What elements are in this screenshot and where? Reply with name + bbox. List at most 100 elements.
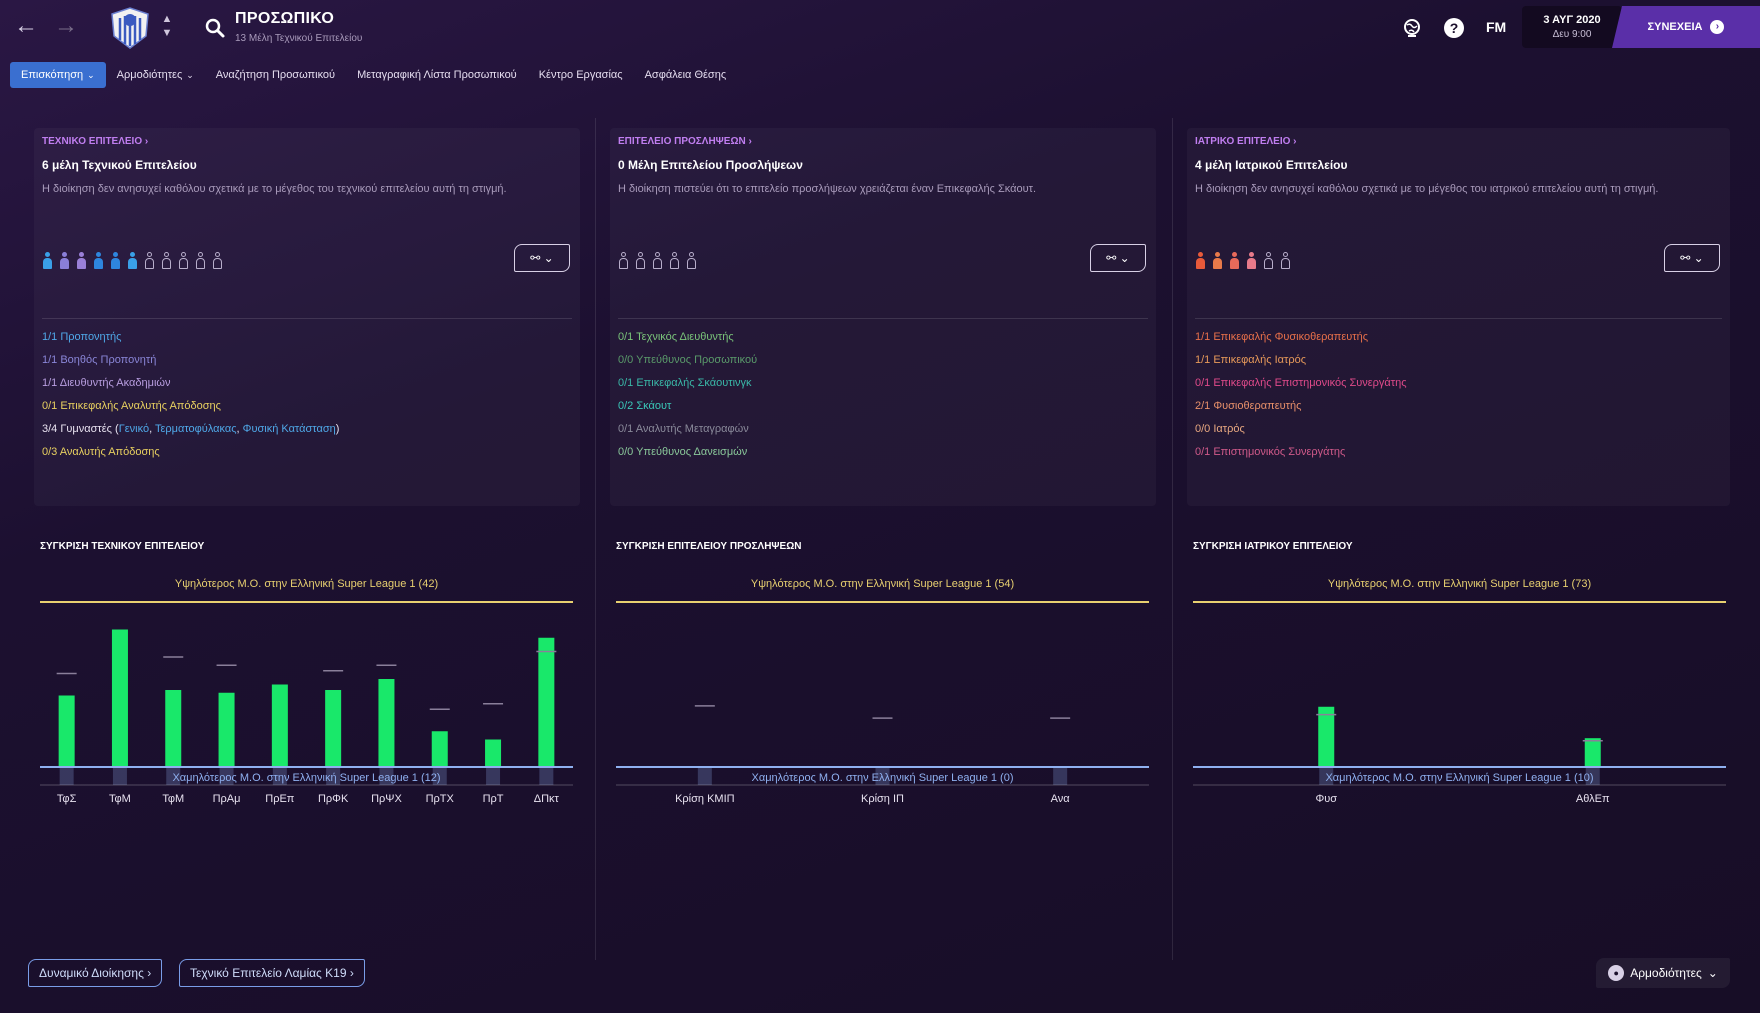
staff-member-icon [1229, 252, 1240, 270]
staff-member-icon [1246, 252, 1257, 270]
role-item[interactable]: 0/1 Επιστημονικός Συνεργάτης [1195, 446, 1346, 458]
panel-description: Η διοίκηση πιστεύει ότι το επιτελείο προ… [618, 183, 1036, 195]
time-text: Δευ 9:00 [1552, 29, 1592, 40]
role-item[interactable]: 0/3 Αναλυτής Απόδοσης [42, 446, 160, 458]
role-item-fitness-coaches: 3/4 Γυμναστές (Γενικό, Τερματοφύλακας, Φ… [42, 423, 340, 435]
bar [431, 731, 448, 767]
help-icon[interactable]: ? [1442, 16, 1466, 40]
chart-title: ΣΥΓΚΡΙΣΗ ΙΑΤΡΙΚΟΥ ΕΠΙΤΕΛΕΙΟΥ [1193, 541, 1353, 552]
x-tick-label: ΠρΨΧ [371, 793, 402, 805]
panel-description: Η διοίκηση δεν ανησυχεί καθόλου σχετικά … [42, 183, 507, 195]
role-item[interactable]: 1/1 Βοηθός Προπονητή [42, 354, 157, 366]
role-item[interactable]: 0/1 Επικεφαλής Αναλυτής Απόδοσης [42, 400, 221, 412]
staff-filter-button[interactable]: ⚯ ⌄ [1664, 244, 1720, 272]
person-gear-icon: ⚯ [1106, 251, 1117, 265]
technical-comparison-chart: Υψηλότερος Μ.Ο. στην Ελληνική Super Leag… [40, 570, 573, 810]
technical-staff-panel: ΤΕΧΝΙΚΟ ΕΠΙΤΕΛΕΙΟ › 6 μέλη Τεχνικού Επιτ… [34, 128, 580, 506]
role-item[interactable]: 1/1 Προπονητής [42, 331, 122, 343]
staff-filter-button[interactable]: ⚯ ⌄ [1090, 244, 1146, 272]
x-tick-label: ΔΠκτ [534, 793, 560, 805]
min-average-label: Χαμηλότερος Μ.Ο. στην Ελληνική Super Lea… [752, 772, 1014, 784]
role-item[interactable]: 1/1 Επικεφαλής Ιατρός [1195, 354, 1307, 366]
x-tick-label: ΠρΕπ [265, 793, 295, 805]
arrow-right-icon: › [1710, 20, 1725, 34]
role-item[interactable]: 2/1 Φυσιοθεραπευτής [1195, 400, 1302, 412]
vacant-slot-icon [652, 252, 663, 270]
person-gear-icon: ⚯ [530, 251, 541, 265]
vacant-slot-icon [635, 252, 646, 270]
date-display[interactable]: 3 ΑΥΓ 2020 Δευ 9:00 [1522, 6, 1622, 48]
role-item[interactable]: 0/1 Επικεφαλής Επιστημονικός Συνεργάτης [1195, 377, 1407, 389]
tab-staff-transfer-list[interactable]: Μεταγραφική Λίστα Προσωπικού [357, 69, 517, 81]
bar [58, 695, 75, 767]
page-subtitle: 13 Μέλη Τεχνικού Επιτελείου [235, 33, 363, 44]
panel-title: 4 μέλη Ιατρικού Επιτελείου [1195, 158, 1348, 172]
staff-member-icon [127, 252, 138, 270]
club-switch-icon[interactable]: ▲ ▼ [161, 13, 173, 39]
back-arrow-icon[interactable]: ← [14, 12, 38, 39]
role-link-general[interactable]: Γενικό [118, 423, 150, 435]
staff-filter-button[interactable]: ⚯ ⌄ [514, 244, 570, 272]
tab-overview[interactable]: Επισκόπηση ⌄ [10, 62, 106, 88]
search-icon[interactable] [204, 17, 226, 39]
medical-staff-panel: ΙΑΤΡΙΚΟ ΕΠΙΤΕΛΕΙΟ › 4 μέλη Ιατρικού Επιτ… [1187, 128, 1730, 506]
medical-staff-heading[interactable]: ΙΑΤΡΙΚΟ ΕΠΙΤΕΛΕΙΟ › [1195, 136, 1297, 147]
chart-title: ΣΥΓΚΡΙΣΗ ΤΕΧΝΙΚΟΥ ΕΠΙΤΕΛΕΙΟΥ [40, 541, 205, 552]
date-text: 3 ΑΥΓ 2020 [1543, 14, 1601, 26]
max-average-label: Υψηλότερος Μ.Ο. στην Ελληνική Super Leag… [1328, 578, 1591, 590]
x-tick-label: ΠρΑμ [213, 793, 241, 805]
tab-staff-search[interactable]: Αναζήτηση Προσωπικού [215, 69, 336, 81]
x-tick-label: ΤφΣ [57, 793, 77, 805]
x-tick-label: Κρίση ΚΜΙΠ [675, 793, 735, 805]
tab-job-security[interactable]: Ασφάλεια Θέσης [644, 69, 727, 81]
club-badge[interactable] [108, 6, 152, 50]
u19-staff-button[interactable]: Τεχνικό Επιτελείο Λαμίας Κ19 › [179, 959, 365, 987]
responsibilities-label: Αρμοδιότητες [1630, 966, 1702, 980]
management-staff-button[interactable]: Δυναμικό Διοίκησης › [28, 959, 163, 987]
staff-member-icon [93, 252, 104, 270]
panel-description: Η διοίκηση δεν ανησυχεί καθόλου σχετικά … [1195, 183, 1659, 195]
role-item[interactable]: 0/1 Επικεφαλής Σκάουτινγκ [618, 377, 752, 389]
role-item[interactable]: 0/1 Τεχνικός Διευθυντής [618, 331, 734, 343]
fm-logo[interactable]: FM [1486, 19, 1507, 35]
role-item[interactable]: 0/0 Υπεύθυνος Δανεισμών [618, 446, 748, 458]
role-link-goalkeeper[interactable]: Τερματοφύλακας [155, 423, 237, 435]
bar-base [432, 767, 447, 785]
people-icon: ● [1608, 965, 1625, 981]
vacant-slot-icon [1263, 252, 1274, 270]
technical-staff-heading[interactable]: ΤΕΧΝΙΚΟ ΕΠΙΤΕΛΕΙΟ › [42, 136, 149, 147]
responsibilities-button[interactable]: ● Αρμοδιότητες ⌄ [1596, 958, 1730, 988]
tab-job-centre[interactable]: Κέντρο Εργασίας [538, 69, 623, 81]
vacant-slot-icon [195, 252, 206, 270]
world-icon[interactable] [1400, 16, 1424, 40]
continue-button[interactable]: ΣΥΝΕΧΕΙΑ › [1612, 6, 1760, 48]
x-tick-label: ΤφΜ [109, 793, 131, 805]
role-item[interactable]: 0/0 Ιατρός [1195, 423, 1245, 435]
chevron-down-icon: ⌄ [87, 70, 95, 80]
x-tick-label: ΤφΜ [162, 793, 184, 805]
vacant-slot-icon [178, 252, 189, 270]
chart-svg: Υψηλότερος Μ.Ο. στην Ελληνική Super Leag… [1193, 578, 1726, 805]
x-tick-label: Κρίση ΙΠ [861, 793, 904, 805]
bar-base [875, 767, 890, 785]
x-tick-label: Φυσ [1315, 793, 1337, 805]
bar [1318, 706, 1335, 767]
role-item[interactable]: 0/0 Υπεύθυνος Προσωπικού [618, 354, 758, 366]
role-item[interactable]: 1/1 Επικεφαλής Φυσικοθεραπευτής [1195, 331, 1369, 343]
staff-figures [42, 252, 223, 270]
vacant-slot-icon [161, 252, 172, 270]
medical-comparison-chart: Υψηλότερος Μ.Ο. στην Ελληνική Super Leag… [1193, 570, 1726, 810]
continue-label: ΣΥΝΕΧΕΙΑ [1647, 21, 1703, 33]
forward-arrow-icon[interactable]: → [54, 12, 78, 39]
role-link-fitness[interactable]: Φυσική Κατάσταση [242, 423, 336, 435]
bar-base [1585, 767, 1600, 785]
recruitment-staff-heading[interactable]: ΕΠΙΤΕΛΕΙΟ ΠΡΟΣΛΗΨΕΩΝ › [618, 136, 752, 147]
column-divider [1172, 118, 1173, 960]
role-list: 1/1 Προπονητής 1/1 Βοηθός Προπονητή 1/1 … [42, 326, 339, 464]
staff-figures [1195, 252, 1291, 270]
role-item[interactable]: 0/2 Σκάουτ [618, 400, 672, 412]
role-item[interactable]: 0/1 Αναλυτής Μεταγραφών [618, 423, 749, 435]
tab-responsibilities[interactable]: Αρμοδιότητες ⌄ [116, 69, 194, 81]
role-item[interactable]: 1/1 Διευθυντής Ακαδημιών [42, 377, 171, 389]
staff-member-icon [1195, 252, 1206, 270]
